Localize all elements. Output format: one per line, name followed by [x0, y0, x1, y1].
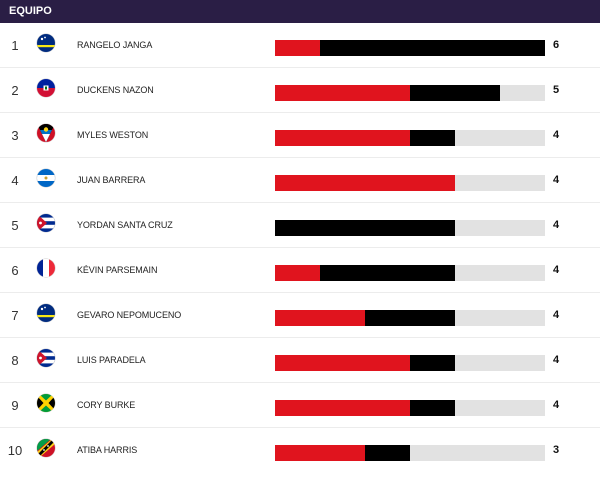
bar-segment-black — [365, 445, 410, 461]
bar-segment-black — [410, 355, 455, 371]
rank-number: 8 — [11, 353, 19, 368]
flag-icon — [37, 349, 55, 367]
rank-number: 6 — [11, 263, 19, 278]
player-name: RANGELO JANGA — [77, 40, 153, 50]
rank-number: 9 — [11, 398, 19, 413]
flag-icon — [37, 394, 55, 412]
list-item[interactable]: 10 ATIBA HARRIS 3 — [0, 428, 600, 473]
flag-icon — [37, 34, 55, 52]
player-name: DUCKENS NAZON — [77, 85, 154, 95]
player-name: LUIS PARADELA — [77, 355, 146, 365]
player-name: KÉVIN PARSEMAIN — [77, 265, 158, 275]
score-value: 4 — [553, 174, 560, 186]
rank-number: 4 — [11, 173, 19, 188]
score-bar — [275, 175, 545, 191]
list-item[interactable]: 1 RANGELO JANGA 6 — [0, 23, 600, 68]
list-item[interactable]: 3 MYLES WESTON 4 — [0, 113, 600, 158]
player-name: CORY BURKE — [77, 400, 136, 410]
flag-icon — [37, 304, 55, 322]
flag-icon — [37, 79, 55, 97]
rank-number: 5 — [11, 218, 19, 233]
player-name: GEVARO NEPOMUCENO — [77, 310, 182, 320]
score-value: 4 — [553, 129, 560, 141]
rank-number: 2 — [11, 83, 19, 98]
bar-segment-black — [410, 85, 500, 101]
rank-number: 1 — [11, 38, 19, 53]
score-bar — [275, 220, 545, 236]
flag-icon — [37, 169, 55, 187]
score-value: 4 — [553, 399, 560, 411]
list-item[interactable]: 6 KÉVIN PARSEMAIN 4 — [0, 248, 600, 293]
list-item[interactable]: 8 LUIS PARADELA 4 — [0, 338, 600, 383]
table-header: EQUIPO — [0, 0, 600, 23]
list-item[interactable]: 5 YORDAN SANTA CRUZ 4 — [0, 203, 600, 248]
bar-segment-black — [320, 40, 545, 56]
player-name: MYLES WESTON — [77, 130, 149, 140]
bar-segment-red — [275, 85, 410, 101]
score-bar — [275, 400, 545, 416]
score-value: 4 — [553, 219, 560, 231]
flag-icon — [37, 124, 55, 142]
bar-segment-black — [275, 220, 455, 236]
score-value: 3 — [553, 444, 560, 456]
score-value: 4 — [553, 264, 560, 276]
bar-segment-black — [410, 400, 455, 416]
bar-segment-red — [275, 40, 320, 56]
bar-segment-red — [275, 175, 455, 191]
score-bar — [275, 40, 545, 56]
list-item[interactable]: 4 JUAN BARRERA 4 — [0, 158, 600, 203]
bar-segment-red — [275, 265, 320, 281]
score-bar — [275, 310, 545, 326]
rank-number: 3 — [11, 128, 19, 143]
bar-segment-red — [275, 355, 410, 371]
header-title: EQUIPO — [9, 5, 52, 17]
bar-segment-black — [410, 130, 455, 146]
bar-segment-red — [275, 310, 365, 326]
score-bar — [275, 130, 545, 146]
bar-segment-black — [365, 310, 455, 326]
leaderboard-list: 1 RANGELO JANGA 6 2 DUCKENS NAZON 5 3 MYLES W… — [0, 23, 600, 473]
score-value: 4 — [553, 354, 560, 366]
bar-segment-black — [320, 265, 455, 281]
score-bar — [275, 355, 545, 371]
list-item[interactable]: 7 GEVARO NEPOMUCENO 4 — [0, 293, 600, 338]
score-bar — [275, 445, 545, 461]
list-item[interactable]: 9 CORY BURKE 4 — [0, 383, 600, 428]
player-name: YORDAN SANTA CRUZ — [77, 220, 173, 230]
bar-segment-red — [275, 445, 365, 461]
flag-icon — [37, 439, 55, 457]
score-value: 5 — [553, 84, 560, 96]
score-bar — [275, 265, 545, 281]
rank-number: 10 — [7, 443, 23, 458]
flag-icon — [37, 259, 55, 277]
list-item[interactable]: 2 DUCKENS NAZON 5 — [0, 68, 600, 113]
bar-segment-red — [275, 400, 410, 416]
player-name: JUAN BARRERA — [77, 175, 146, 185]
score-value: 4 — [553, 309, 560, 321]
flag-icon — [37, 214, 55, 232]
player-name: ATIBA HARRIS — [77, 445, 138, 455]
rank-number: 7 — [11, 308, 19, 323]
score-value: 6 — [553, 39, 560, 51]
score-bar — [275, 85, 545, 101]
bar-segment-red — [275, 130, 410, 146]
